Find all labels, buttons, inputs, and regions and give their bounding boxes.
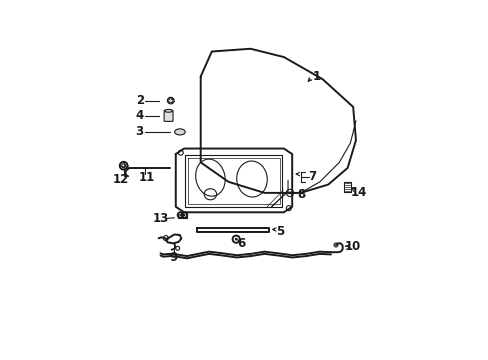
FancyBboxPatch shape — [164, 110, 173, 121]
Text: 1: 1 — [312, 70, 321, 83]
Circle shape — [234, 238, 237, 240]
Text: 3: 3 — [135, 125, 143, 138]
Text: 14: 14 — [350, 186, 366, 199]
Ellipse shape — [167, 97, 174, 104]
Text: 6: 6 — [237, 237, 245, 250]
Text: 9: 9 — [169, 251, 177, 264]
Text: 4: 4 — [135, 109, 143, 122]
Text: 7: 7 — [308, 170, 316, 183]
Ellipse shape — [174, 129, 185, 135]
Circle shape — [179, 214, 181, 216]
Text: 10: 10 — [344, 240, 360, 253]
Text: 2: 2 — [135, 94, 143, 107]
Text: 11: 11 — [138, 171, 155, 184]
Text: 12: 12 — [113, 172, 129, 185]
Text: 13: 13 — [152, 212, 168, 225]
Circle shape — [288, 192, 291, 194]
Text: 5: 5 — [276, 225, 284, 238]
Circle shape — [183, 214, 185, 216]
Ellipse shape — [164, 109, 172, 112]
Text: 8: 8 — [296, 188, 305, 201]
